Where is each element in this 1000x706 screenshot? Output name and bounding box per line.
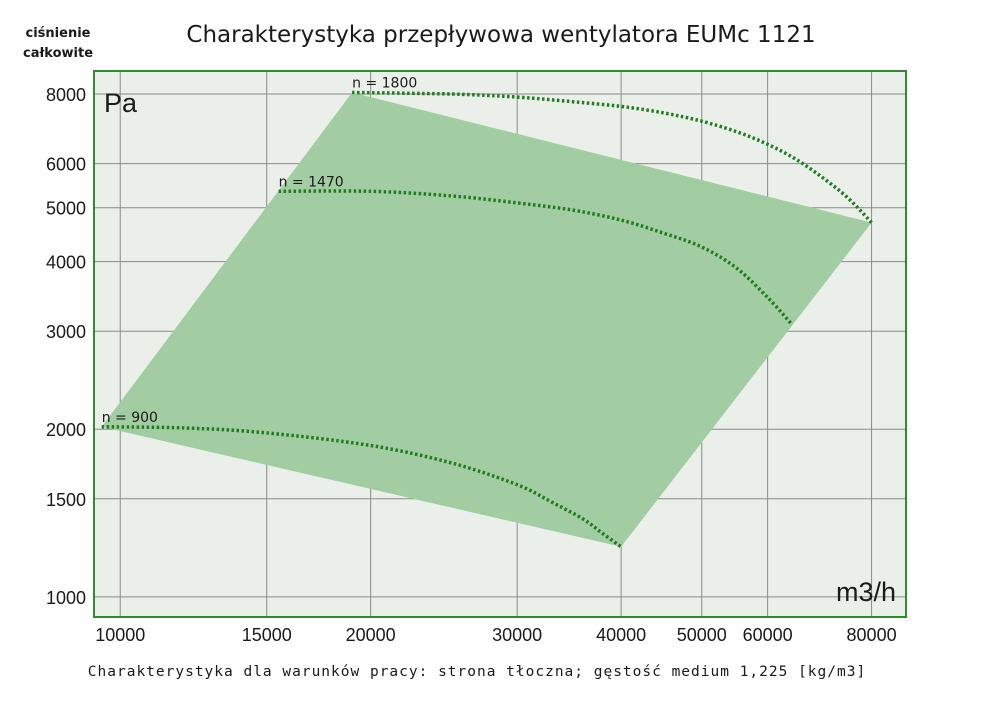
x-tick-labels: 10000 15000 20000 30000 40000 50000 60000 80000 — [95, 625, 896, 645]
rpm-curve-label-1: n = 1470 — [279, 174, 344, 190]
rpm-curve-2 — [101, 425, 623, 549]
x-tick-label: 40000 — [596, 625, 646, 645]
y-tick-label: 8000 — [46, 85, 86, 105]
y-tick-label: 1000 — [46, 588, 86, 608]
plot-frame — [93, 70, 907, 618]
x-tick-label: 50000 — [677, 625, 727, 645]
chart-title: Charakterystyka przepływowa wentylatora … — [186, 22, 815, 48]
y-axis-label-line-1: ciśnienie — [26, 26, 91, 41]
y-unit-label: Pa — [104, 88, 138, 118]
rpm-curves — [101, 90, 873, 549]
x-tick-label: 80000 — [847, 625, 897, 645]
rpm-curve-labels: n = 1800 n = 1470 n = 900 — [102, 76, 418, 426]
rpm-curve-label-0: n = 1800 — [352, 76, 417, 92]
y-tick-label: 6000 — [46, 155, 86, 175]
y-tick-label: 2000 — [46, 420, 86, 440]
rpm-curve-label-2: n = 900 — [102, 410, 158, 426]
x-tick-label: 20000 — [346, 625, 396, 645]
footnote: Charakterystyka dla warunków pracy: stro… — [88, 664, 866, 680]
x-tick-label: 10000 — [95, 625, 145, 645]
y-tick-label: 4000 — [46, 253, 86, 273]
y-tick-label: 5000 — [46, 199, 86, 219]
x-tick-label: 60000 — [743, 625, 793, 645]
y-axis-label-line-2: całkowite — [23, 46, 93, 61]
x-unit-label: m3/h — [836, 577, 896, 607]
y-tick-labels: 1000 1500 2000 3000 4000 5000 6000 8000 — [46, 85, 86, 608]
y-tick-label: 1500 — [46, 490, 86, 510]
x-tick-label: 15000 — [242, 625, 292, 645]
x-tick-label: 30000 — [492, 625, 542, 645]
y-tick-label: 3000 — [46, 322, 86, 342]
rpm-curve-0 — [352, 90, 873, 224]
operating-area — [101, 92, 872, 547]
